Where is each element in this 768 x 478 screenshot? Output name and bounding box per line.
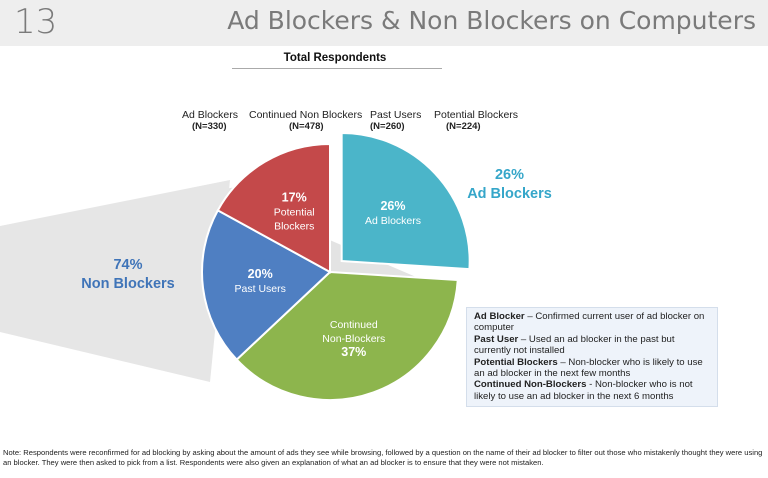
legend-count: (N=224) <box>446 121 481 132</box>
pie-slice-potential-blockers <box>216 142 331 274</box>
slice-name-label: Past Users <box>235 283 286 295</box>
slice-name-label: Ad Blockers <box>365 215 421 227</box>
slide-number: 13 <box>14 2 58 42</box>
definition-ad-blocker: Ad Blocker – Confirmed current user of a… <box>474 311 705 334</box>
non-blockers-pct: 74% <box>113 257 143 273</box>
non-blockers-label: Non Blockers <box>81 276 175 292</box>
slide-title: Ad Blockers & Non Blockers on Computers <box>227 6 756 35</box>
definitions-box: Ad Blocker – Confirmed current user of a… <box>466 307 718 407</box>
slice-name-label: Potential <box>274 206 315 218</box>
legend-ad-blockers: Ad Blockers (N=330) <box>182 109 238 133</box>
definition-potential-blockers: Potential Blockers – Non-blocker who is … <box>474 356 703 380</box>
legend-potential-blockers: Potential Blockers (N=224) <box>434 109 518 133</box>
title-underline <box>232 68 442 69</box>
header-bar: 13 Ad Blockers & Non Blockers on Compute… <box>0 0 768 46</box>
legend-count: (N=330) <box>192 121 227 132</box>
projection-shade <box>0 180 230 382</box>
slice-name-label: Continued <box>330 319 378 331</box>
definition-continued-non-blockers: Continued Non-Blockers - Non-blocker who… <box>474 379 693 402</box>
pie-slice-continued-non-blockers <box>235 270 459 401</box>
legend-continued-non-blockers: Continued Non Blockers (N=478) <box>249 109 362 133</box>
ad-blockers-pct: 26% <box>494 167 525 183</box>
legend-label: Ad Blockers <box>182 109 239 121</box>
definition-past-user: Past User – Used an ad blocker in the pa… <box>474 333 675 357</box>
slice-pct-label: 17% <box>282 190 307 204</box>
slice-pct-label: 37% <box>341 345 366 359</box>
legend-count: (N=260) <box>370 121 405 132</box>
non-blockers-group-label: 74% Non Blockers <box>68 256 188 294</box>
ad-blockers-label: Ad Blockers <box>467 186 552 202</box>
slice-name-label: Blockers <box>274 220 314 232</box>
legend-label: Potential Blockers <box>434 109 519 121</box>
ad-blockers-group-label: 26% Ad Blockers <box>462 166 557 204</box>
legend-count: (N=478) <box>289 121 324 132</box>
slice-pct-label: 20% <box>248 267 273 281</box>
pie-slice-ad-blockers <box>340 132 471 271</box>
slice-name-label: Non-Blockers <box>322 333 385 345</box>
footnote: Note: Respondents were reconfirmed for a… <box>3 448 763 467</box>
slice-pct-label: 26% <box>380 199 405 213</box>
legend-label: Continued Non Blockers <box>249 109 363 121</box>
legend-past-users: Past Users (N=260) <box>370 109 421 133</box>
pie-slice-past-users <box>201 208 332 362</box>
legend-label: Past Users <box>370 109 422 121</box>
chart-title: Total Respondents <box>283 52 387 64</box>
